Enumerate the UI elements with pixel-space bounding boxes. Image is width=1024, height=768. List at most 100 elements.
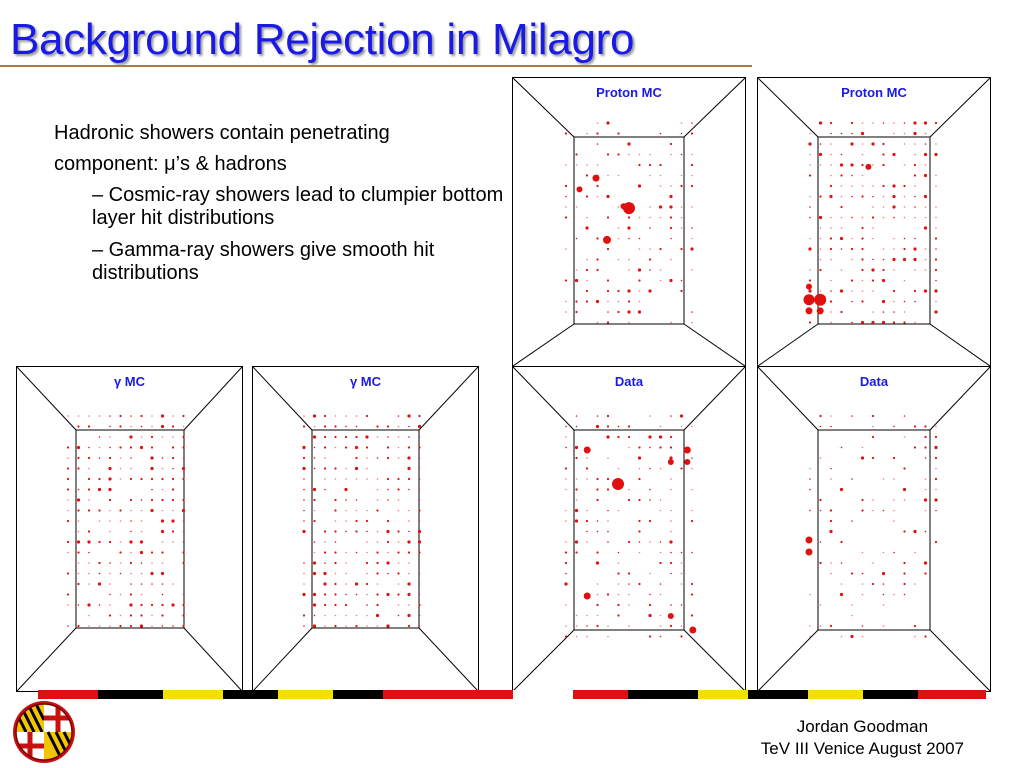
hit-dot xyxy=(418,551,421,554)
hit-dot xyxy=(108,498,112,502)
perspective-edge xyxy=(253,627,313,691)
hit-dot xyxy=(151,583,153,585)
hit-dot xyxy=(313,425,316,428)
perspective-edge xyxy=(17,367,77,431)
hit-dot xyxy=(924,248,927,250)
hit-dot xyxy=(680,551,683,554)
hit-dot xyxy=(88,614,90,617)
hit-dot xyxy=(935,300,937,303)
hit-dot xyxy=(924,488,927,491)
hit-dot xyxy=(606,121,610,125)
hit-dot xyxy=(840,269,843,271)
hit-dot xyxy=(903,237,906,240)
hit-dot xyxy=(302,445,306,450)
hit-dot xyxy=(690,132,694,135)
hit-dot xyxy=(628,583,630,585)
hit-dot xyxy=(596,132,599,135)
hit-dot xyxy=(323,571,327,576)
hit-dot xyxy=(881,278,886,283)
hit-dot xyxy=(575,300,578,303)
hit-dot xyxy=(851,258,853,261)
hit-dot xyxy=(88,583,90,585)
hit-dot xyxy=(171,498,175,502)
hit-dot xyxy=(586,258,588,261)
hit-dot xyxy=(366,457,368,459)
hit-dot xyxy=(323,414,327,418)
hit-dot xyxy=(302,456,306,460)
hit-dot xyxy=(882,258,885,261)
hit-dot xyxy=(913,529,917,534)
hit-dot xyxy=(893,520,895,522)
hit-dot xyxy=(312,561,317,565)
hit-dot xyxy=(129,593,133,596)
hit-dot xyxy=(66,519,70,523)
hit-dot xyxy=(161,509,164,512)
hit-dot xyxy=(935,488,937,491)
hit-dot xyxy=(690,593,694,596)
hit-dot xyxy=(596,498,599,502)
hit-dot xyxy=(366,467,368,470)
hit-dot xyxy=(418,478,421,480)
perspective-edge xyxy=(253,367,313,431)
hit-dot xyxy=(638,237,641,240)
hit-dot xyxy=(130,509,132,512)
hit-dot xyxy=(903,206,906,208)
hit-dot xyxy=(334,509,337,512)
hit-dot xyxy=(924,635,927,638)
hit-dot xyxy=(617,289,620,293)
hit-dot xyxy=(313,498,316,502)
hit-dot xyxy=(109,562,111,564)
hit-clump xyxy=(814,293,827,306)
hit-dot xyxy=(829,509,833,512)
hit-dot xyxy=(606,414,610,418)
hit-dot xyxy=(861,583,864,585)
hit-dot xyxy=(617,227,620,229)
hit-dot xyxy=(617,509,620,512)
hit-dot xyxy=(376,488,379,491)
hit-dot xyxy=(830,143,832,145)
hit-dot xyxy=(172,509,174,512)
hit-dot xyxy=(659,509,662,512)
hit-dot xyxy=(659,247,662,251)
hit-dot xyxy=(617,425,620,428)
hit-dot xyxy=(851,604,853,606)
hit-dot xyxy=(140,614,143,617)
hit-dot xyxy=(140,477,143,481)
hit-dot xyxy=(564,635,568,638)
hit-dot xyxy=(607,300,609,303)
hit-dot xyxy=(172,436,174,438)
hit-dot xyxy=(607,509,609,512)
hit-dot xyxy=(303,415,305,417)
hit-dot xyxy=(680,425,683,428)
hit-dot xyxy=(98,446,101,449)
hit-dot xyxy=(108,540,112,544)
hit-dot xyxy=(934,435,938,439)
hit-dot xyxy=(892,321,896,324)
hit-dot xyxy=(355,519,358,523)
hit-dot xyxy=(809,467,811,470)
hit-dot xyxy=(809,488,811,491)
hit-dot xyxy=(98,477,101,481)
hit-clump xyxy=(865,163,872,170)
hit-dot xyxy=(172,625,174,627)
hit-dot xyxy=(830,153,832,156)
hit-dot xyxy=(386,519,390,523)
hit-dot xyxy=(903,572,906,575)
hit-dot xyxy=(659,541,662,543)
hit-dot xyxy=(934,289,938,293)
hit-dot xyxy=(66,477,70,481)
hit-dot xyxy=(313,467,316,470)
hit-dot xyxy=(924,509,927,512)
hit-dot xyxy=(565,572,567,575)
hit-dot xyxy=(575,237,578,240)
hit-dot xyxy=(303,488,305,491)
proton-mc-panel-2: Proton MC xyxy=(757,77,991,367)
hit-dot xyxy=(575,614,578,617)
hit-dot xyxy=(387,551,389,554)
hit-dot xyxy=(617,174,620,177)
hit-dot xyxy=(345,425,347,428)
hit-dot xyxy=(830,478,832,480)
hit-dot xyxy=(407,456,411,460)
sub-bullet-gamma-ray: – Gamma-ray showers give smooth hit dist… xyxy=(92,239,435,284)
hit-dot xyxy=(882,583,885,585)
